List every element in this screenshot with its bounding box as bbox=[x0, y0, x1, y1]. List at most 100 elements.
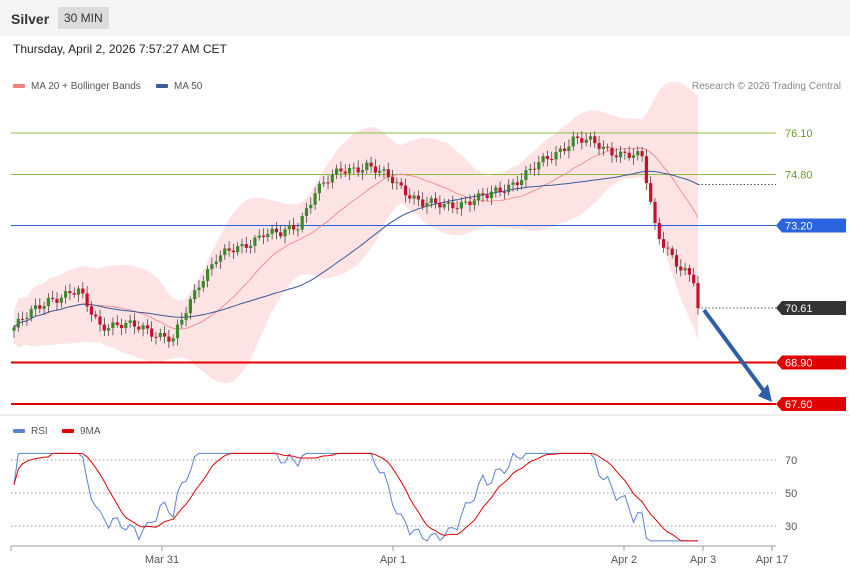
candle bbox=[132, 313, 137, 334]
rsi-line bbox=[13, 452, 698, 542]
candle bbox=[468, 194, 472, 213]
candle bbox=[51, 290, 55, 303]
candle bbox=[270, 225, 274, 240]
candle bbox=[649, 176, 653, 205]
candle bbox=[369, 156, 373, 173]
candlesticks bbox=[12, 131, 700, 348]
candle bbox=[619, 145, 623, 163]
level-lines bbox=[11, 132, 776, 405]
candle bbox=[347, 163, 352, 181]
candle bbox=[214, 254, 218, 268]
level-tag-resistance-0: 76.10 bbox=[785, 128, 813, 140]
x-tick-label: Apr 2 bbox=[611, 554, 637, 566]
copyright: Research © 2026 Trading Central bbox=[691, 81, 841, 92]
forecast-arrow-head bbox=[758, 384, 772, 402]
candle bbox=[206, 265, 210, 288]
candle bbox=[408, 188, 412, 204]
candle bbox=[322, 176, 326, 187]
candle bbox=[25, 312, 29, 326]
candle bbox=[249, 239, 253, 254]
candle bbox=[429, 195, 433, 208]
candle bbox=[692, 268, 696, 287]
candle bbox=[610, 141, 614, 163]
candle bbox=[210, 257, 214, 276]
candle bbox=[12, 324, 16, 339]
candle bbox=[464, 197, 468, 205]
candle bbox=[313, 187, 317, 210]
candle bbox=[55, 292, 59, 311]
candle bbox=[442, 198, 446, 211]
rsi-level-label: 30 bbox=[785, 521, 797, 533]
level-value: 68.90 bbox=[785, 358, 813, 370]
candle bbox=[85, 286, 89, 312]
rsi-pane: 70 50 30 bbox=[11, 452, 797, 542]
candle bbox=[373, 159, 377, 180]
rsi-label: RSI bbox=[31, 426, 48, 437]
candle bbox=[391, 169, 395, 190]
candle bbox=[653, 198, 657, 231]
level-tag-support-5: 67.60 bbox=[776, 397, 846, 411]
timeframe-badge[interactable]: 30 MIN bbox=[58, 7, 109, 29]
legend-9ma: 9MA bbox=[62, 426, 101, 437]
candle bbox=[446, 198, 451, 212]
candle bbox=[137, 320, 141, 333]
ma9-label: 9MA bbox=[80, 426, 101, 437]
timestamp: Thursday, April 2, 2026 7:57:27 AM CET bbox=[13, 42, 227, 56]
candle bbox=[158, 328, 162, 341]
candle bbox=[193, 284, 197, 304]
candle bbox=[119, 318, 124, 336]
candle bbox=[197, 280, 201, 298]
candle bbox=[89, 301, 93, 322]
candle bbox=[593, 131, 597, 148]
candle bbox=[150, 321, 154, 342]
candle bbox=[378, 164, 382, 177]
forecast-arrow bbox=[702, 308, 772, 402]
candle bbox=[42, 301, 46, 315]
candle bbox=[554, 146, 558, 166]
candle bbox=[81, 282, 85, 299]
instrument-title: Silver bbox=[11, 11, 50, 27]
candle bbox=[640, 146, 644, 162]
candle bbox=[520, 173, 524, 190]
candle bbox=[343, 164, 347, 178]
level-value: 70.61 bbox=[785, 303, 813, 315]
candle bbox=[218, 250, 223, 269]
candle bbox=[662, 231, 666, 253]
ma20-label: MA 20 + Bollinger Bands bbox=[31, 81, 141, 92]
candle bbox=[580, 131, 584, 150]
candle bbox=[451, 195, 455, 214]
candle bbox=[352, 162, 356, 175]
candle bbox=[507, 179, 511, 196]
candle bbox=[459, 197, 463, 216]
candle bbox=[511, 178, 515, 192]
candle bbox=[141, 322, 145, 337]
candle bbox=[636, 146, 640, 161]
candle bbox=[360, 163, 365, 180]
candle bbox=[326, 175, 330, 190]
candle bbox=[261, 228, 266, 245]
level-tag-pivot-2: 73.20 bbox=[776, 218, 846, 233]
candle bbox=[550, 151, 554, 164]
candle bbox=[107, 323, 111, 336]
candle bbox=[184, 306, 188, 327]
ma50-swatch bbox=[156, 84, 168, 89]
candle bbox=[438, 195, 442, 215]
candle bbox=[356, 160, 360, 177]
moving-averages bbox=[13, 147, 699, 330]
candle bbox=[145, 318, 149, 335]
candle bbox=[683, 262, 687, 276]
candle bbox=[175, 319, 180, 346]
candle bbox=[623, 148, 627, 160]
candle bbox=[528, 164, 532, 174]
x-tick-label: Apr 3 bbox=[690, 554, 716, 566]
bollinger-bands bbox=[14, 81, 698, 383]
level-tag-last-3: 70.61 bbox=[776, 301, 846, 316]
candle bbox=[455, 201, 459, 215]
candle bbox=[253, 235, 257, 253]
candle bbox=[412, 191, 416, 205]
rsi-9ma-line bbox=[13, 452, 698, 542]
level-tag-resistance-1: 74.80 bbox=[785, 169, 813, 181]
candle bbox=[395, 177, 399, 190]
candle bbox=[434, 192, 438, 209]
